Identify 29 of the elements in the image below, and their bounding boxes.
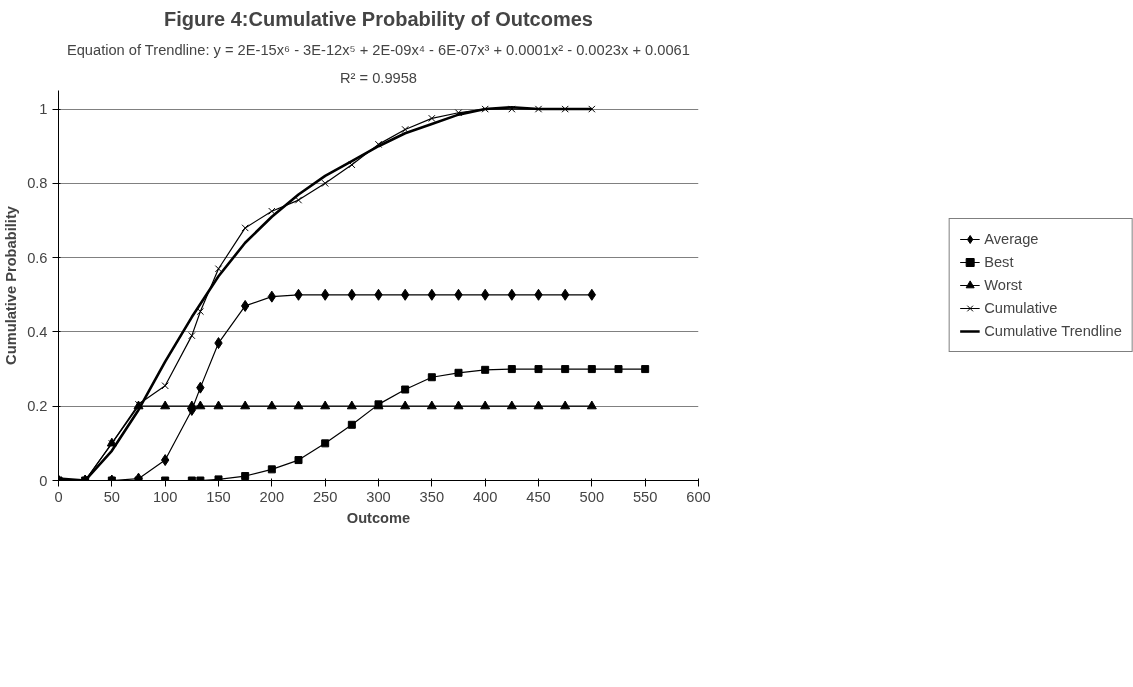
y-axis-title: Cumulative Probability: [3, 205, 20, 365]
x-tick-label: 450: [526, 488, 551, 505]
y-tick-label: 1: [39, 101, 48, 118]
legend-label: Cumulative: [984, 300, 1058, 316]
text: R² = 0.9958: [340, 69, 417, 86]
chart-subtitle: Equation of Trendline: y = 2E-15x⁶ - 3E-12x⁵ + 2E-09x⁴ - 6E-07x³ + 0.0001x² - 0.0023x + 0.0061: [66, 41, 690, 58]
y-tick-label: 0: [39, 472, 48, 489]
y-tick-label: 0.6: [27, 249, 48, 266]
y-tick-label: 0.2: [27, 398, 48, 415]
x-axis-title: Outcome: [346, 509, 411, 526]
y-tick-label: 0.8: [27, 175, 48, 192]
x-tick-label: 200: [259, 488, 285, 505]
x-tick-label: 550: [632, 488, 658, 505]
x-tick-label: 250: [312, 488, 338, 505]
x-tick-label: 150: [206, 488, 231, 505]
x-tick-label: 300: [366, 488, 391, 505]
x-tick-label: 100: [152, 488, 178, 505]
legend-label: Average: [984, 231, 1039, 247]
y-tick-label: 0.4: [27, 323, 48, 340]
legend-label: Best: [984, 254, 1014, 270]
x-tick-label: 400: [472, 488, 498, 505]
x-tick-label: 350: [419, 488, 445, 505]
chart-title: Figure 4:Cumulative Probability of Outcomes: [164, 7, 593, 30]
x-tick-label: 0: [54, 488, 63, 505]
x-tick-label: 500: [579, 488, 605, 505]
x-tick-label: 50: [103, 488, 120, 505]
legend-label: Worst: [984, 277, 1023, 293]
x-tick-label: 600: [686, 488, 711, 505]
legend-label: Cumulative Trendline: [984, 323, 1122, 339]
